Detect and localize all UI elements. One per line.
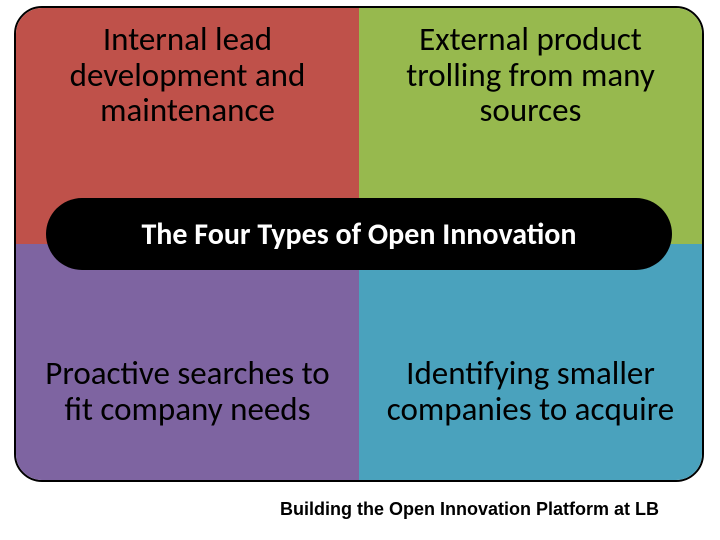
quadrant-tr-text: External product trolling from many sour…: [377, 22, 684, 129]
quadrant-bl-text: Proactive searches to fit company needs: [34, 356, 341, 427]
quadrant-br-text: Identifying smaller companies to acquire: [377, 356, 684, 427]
center-title-pill: The Four Types of Open Innovation: [46, 198, 672, 270]
quadrant-bottom-right: Identifying smaller companies to acquire: [359, 244, 702, 480]
quadrant-tl-text: Internal lead development and maintenanc…: [34, 22, 341, 129]
slide-caption: Building the Open Innovation Platform at…: [280, 499, 659, 520]
center-title-text: The Four Types of Open Innovation: [141, 216, 576, 253]
quadrant-bottom-left: Proactive searches to fit company needs: [16, 244, 359, 480]
